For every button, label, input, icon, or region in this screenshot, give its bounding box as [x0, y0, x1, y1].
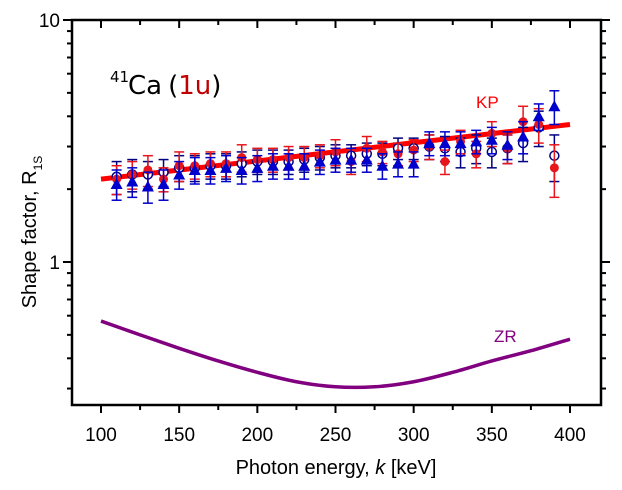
x-axis-ticks	[100, 20, 571, 413]
x-axis-tick-labels: 100 150 200 250 300 350 400	[85, 425, 586, 446]
y-tick-label: 1	[49, 253, 60, 274]
isotope-mass-number: 41	[110, 68, 129, 86]
x-axis-title: Photon energy, k [keV]	[236, 457, 437, 479]
data-point	[251, 161, 264, 173]
x-axis-title-variable: k	[375, 457, 386, 479]
data-point	[204, 163, 217, 175]
x-tick-label: 150	[163, 425, 195, 446]
y-axis-title-main: Shape factor, R	[19, 170, 41, 308]
data-point	[376, 159, 389, 171]
element-symbol: Ca	[128, 71, 162, 101]
transition-type: 1u	[178, 71, 211, 101]
y-axis-title-subscript: 1S	[31, 156, 45, 171]
data-point	[329, 153, 342, 165]
data-point	[235, 163, 248, 175]
data-point	[188, 163, 201, 175]
x-axis-title-suffix: [keV]	[385, 457, 436, 479]
data-point	[313, 155, 326, 167]
data-point	[345, 153, 358, 165]
data-point	[454, 137, 467, 149]
y-axis-ticks	[63, 19, 610, 390]
open-paren: (	[168, 71, 178, 101]
isotope-annotation: 41 Ca (1u)	[110, 68, 221, 101]
isotope-formula: Ca (1u)	[128, 71, 221, 101]
data-point	[157, 178, 170, 190]
data-point	[110, 178, 123, 190]
data-points	[110, 90, 561, 204]
data-point	[532, 110, 545, 122]
data-point	[549, 163, 559, 173]
close-paren: )	[211, 71, 221, 101]
data-point	[141, 180, 154, 192]
data-point	[438, 137, 451, 149]
x-tick-label: 400	[554, 425, 586, 446]
data-point	[470, 135, 483, 147]
series-triangle-filled	[110, 90, 561, 204]
x-tick-label: 100	[85, 425, 117, 446]
x-tick-label: 200	[241, 425, 273, 446]
x-tick-label: 250	[320, 425, 352, 446]
data-point	[501, 138, 514, 150]
data-point	[282, 159, 295, 171]
data-point	[548, 100, 561, 112]
y-axis-tick-labels: 1 10	[39, 11, 60, 274]
zr-curve	[100, 319, 571, 390]
x-axis-title-prefix: Photon energy,	[236, 457, 376, 479]
x-tick-label: 300	[398, 425, 430, 446]
data-point	[173, 168, 186, 180]
data-point	[220, 161, 233, 173]
data-point	[392, 157, 405, 169]
data-point	[266, 159, 279, 171]
y-axis-title: Shape factor, R1S	[19, 156, 45, 309]
data-point	[485, 133, 498, 145]
data-point	[298, 159, 311, 171]
kp-label: KP	[476, 93, 499, 112]
data-point	[517, 130, 530, 142]
data-point	[407, 157, 420, 169]
data-point	[440, 157, 450, 167]
x-tick-label: 350	[476, 425, 508, 446]
data-point	[423, 137, 436, 149]
y-tick-label: 10	[39, 11, 60, 32]
data-point	[360, 153, 373, 165]
data-point	[126, 175, 139, 187]
zr-label: ZR	[494, 327, 517, 346]
